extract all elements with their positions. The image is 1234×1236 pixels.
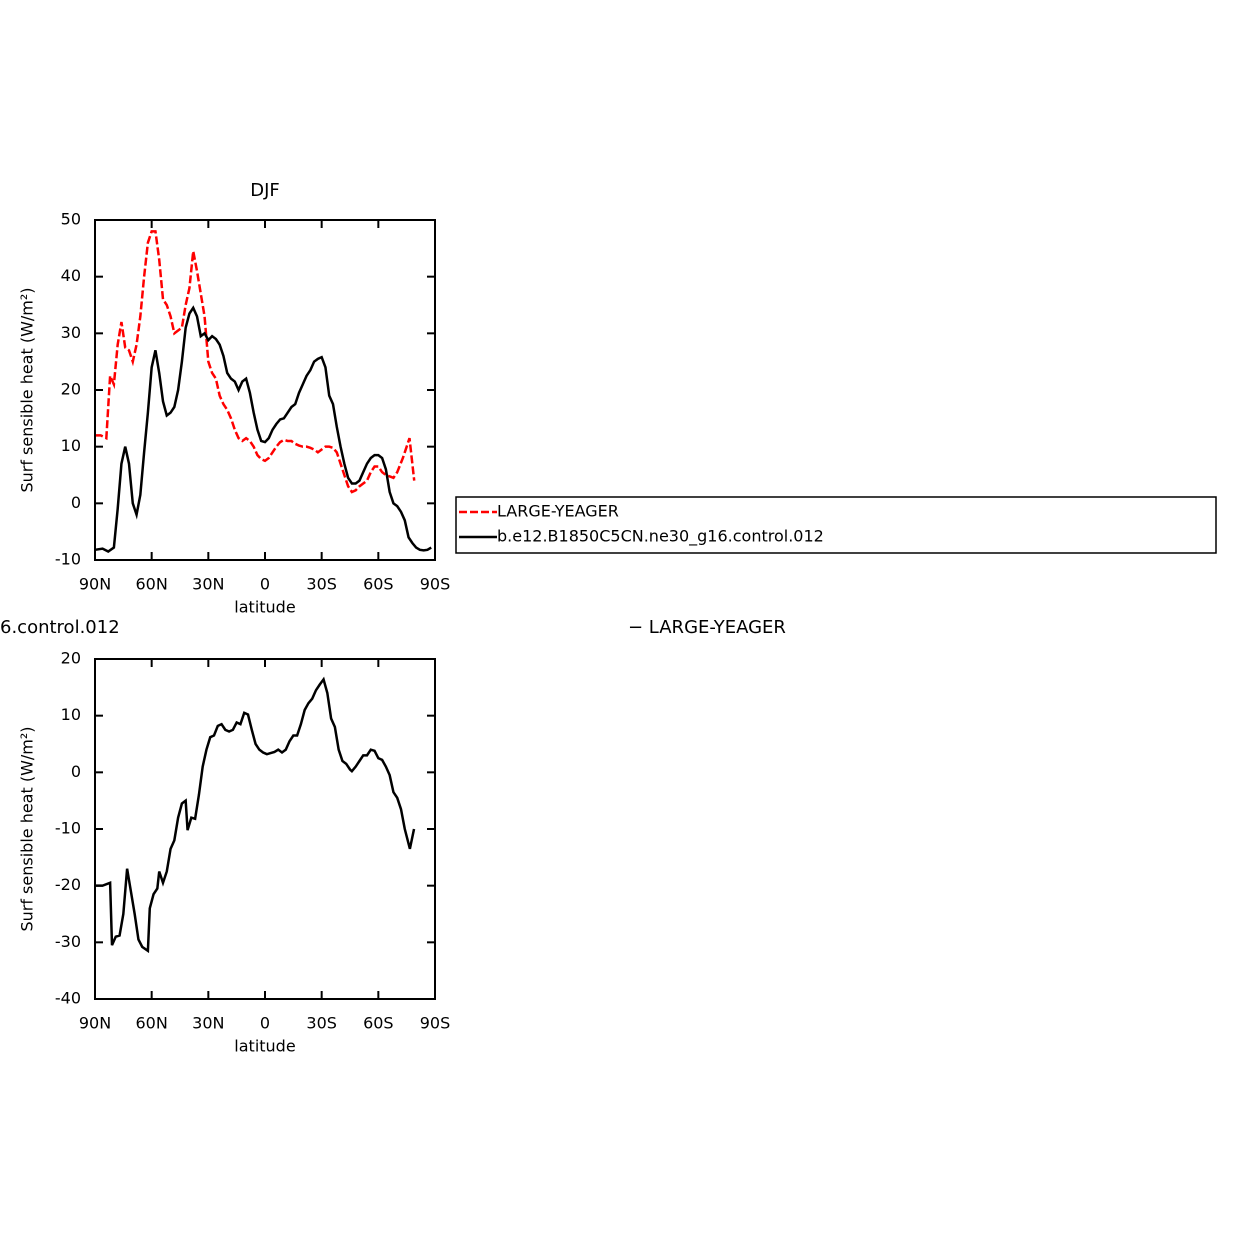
x-tick-label: 30N (192, 1014, 224, 1033)
data-line (95, 676, 416, 954)
legend-label: LARGE-YEAGER (497, 502, 619, 521)
chart-title: DJF (250, 180, 280, 201)
x-tick-label: 90N (79, 1014, 111, 1033)
x-tick-label: 30S (306, 575, 337, 594)
y-tick-label: -10 (55, 819, 81, 838)
x-axis-label: latitude (234, 598, 295, 617)
y-tick-label: 40 (61, 266, 81, 285)
y-tick-label: 0 (71, 493, 81, 512)
y-tick-label: -40 (55, 989, 81, 1008)
y-tick-label: 50 (61, 210, 81, 229)
x-tick-label: 30S (306, 1014, 337, 1033)
x-tick-label: 0 (260, 575, 270, 594)
y-axis-label: Surf sensible heat (W/m²) (18, 726, 37, 931)
y-tick-label: -10 (55, 550, 81, 569)
x-tick-label: 90S (420, 575, 451, 594)
x-tick-label: 30N (192, 575, 224, 594)
chart-title-left: 6.control.012 (0, 617, 120, 638)
legend-box (455, 496, 1217, 554)
y-tick-label: 10 (61, 436, 81, 455)
x-tick-label: 90S (420, 1014, 451, 1033)
x-tick-label: 90N (79, 575, 111, 594)
y-tick-label: -30 (55, 932, 81, 951)
data-line (94, 305, 432, 553)
plot-frame (94, 219, 436, 561)
x-tick-label: 0 (260, 1014, 270, 1033)
x-tick-label: 60N (136, 575, 168, 594)
data-line (95, 230, 416, 494)
x-axis-label: latitude (234, 1037, 295, 1056)
y-tick-label: 0 (71, 762, 81, 781)
y-tick-label: 10 (61, 705, 81, 724)
y-tick-label: -20 (55, 875, 81, 894)
chart-title-right: − LARGE-YEAGER (628, 617, 786, 638)
y-tick-label: 30 (61, 323, 81, 342)
y-tick-label: 20 (61, 380, 81, 399)
x-tick-label: 60S (363, 1014, 394, 1033)
x-tick-label: 60S (363, 575, 394, 594)
x-tick-label: 60N (136, 1014, 168, 1033)
y-axis-label: Surf sensible heat (W/m²) (18, 287, 37, 492)
legend-label: b.e12.B1850C5CN.ne30_g16.control.012 (497, 527, 824, 547)
y-tick-label: 20 (61, 649, 81, 668)
